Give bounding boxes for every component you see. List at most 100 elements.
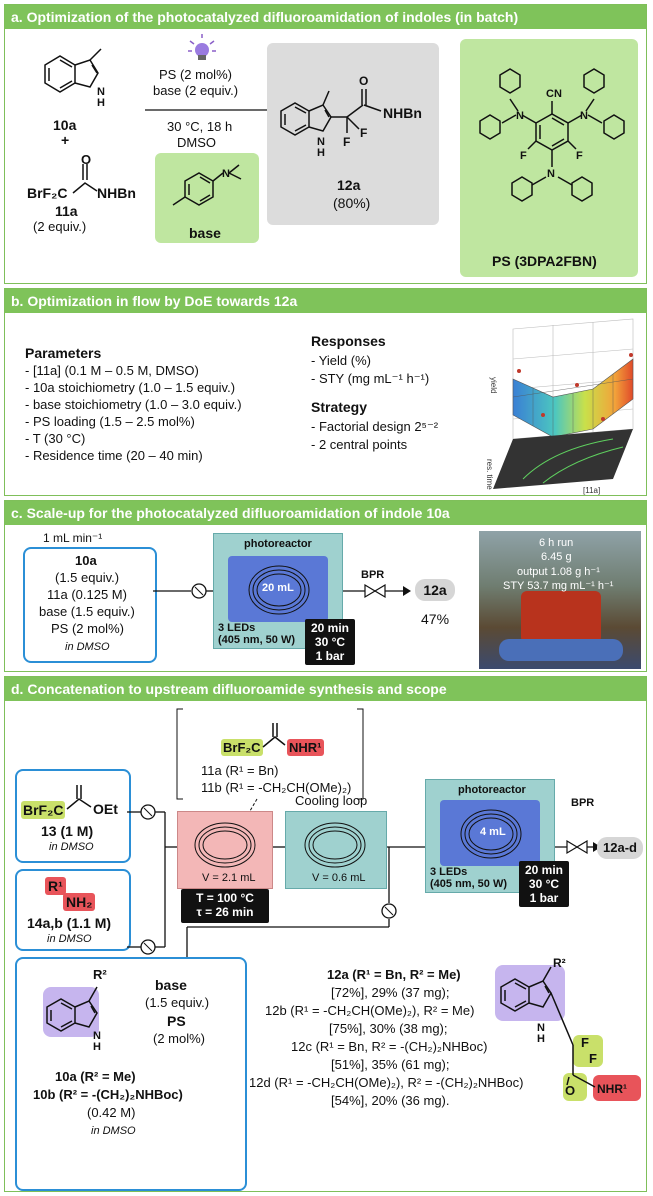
ps-3dpa2fbn-structure: CN N N N F F [479, 68, 625, 202]
feed-11a: 11a (0.125 M) [47, 587, 127, 602]
flow-lines-d [127, 804, 601, 967]
indole-base-equiv: (1.5 equiv.) [145, 995, 210, 1010]
cond-base: base (2 equiv.) [153, 83, 239, 98]
scope-12b: 12b (R¹ = -CH₂CH(OMe)₂), R² = Me) [265, 1003, 475, 1018]
svg-text:H: H [97, 97, 105, 109]
ester-formula: BrF₂C [21, 801, 66, 819]
reagent-11a-structure [82, 164, 88, 180]
indole-10a-structure: N H [44, 48, 105, 109]
indole-solvent: in DMSO [91, 1125, 136, 1137]
photoreactor-c-leds: 3 LEDs [218, 622, 256, 634]
svg-text:N: N [537, 1022, 545, 1034]
cooling-loop-label: Cooling loop [295, 793, 368, 808]
svg-text:N: N [222, 168, 230, 180]
ester-label: 13 (1 M) [41, 823, 94, 839]
photo-text-4: STY 53.7 mg mL⁻¹ h⁻¹ [503, 580, 614, 592]
feed-10a: 10a [75, 553, 97, 568]
svg-text:O: O [565, 1083, 575, 1098]
photoreactor-d-coil-icon [460, 809, 522, 859]
feed-base: base (1.5 equiv.) [39, 604, 135, 619]
strategy-1: - Factorial design 2⁵⁻² [311, 419, 439, 434]
purple-led-icon [188, 34, 216, 60]
panel-b: b. Optimization in flow by DoE towards 1… [4, 288, 647, 496]
indole-ps: PS [167, 1013, 186, 1029]
svg-text:O: O [359, 74, 368, 88]
cond-c-pressure: 1 bar [315, 649, 345, 663]
base-label: base [189, 225, 221, 241]
reagent-11a-label: 11a [55, 203, 78, 219]
product-12a-label: 12a [337, 177, 361, 193]
svg-text:CN: CN [546, 88, 562, 100]
panel-b-header: b. Optimization in flow by DoE towards 1… [5, 289, 646, 313]
amine-solvent: in DMSO [47, 933, 92, 945]
ps-label: PS (3DPA2FBN) [492, 253, 597, 269]
reactor-2: V = 0.6 mL [285, 811, 387, 889]
response-2: - STY (mg mL⁻¹ h⁻¹) [311, 371, 430, 386]
product-12a-yield: (80%) [333, 195, 371, 211]
strategy-title: Strategy [311, 399, 368, 415]
coil-icon [248, 565, 310, 615]
product-r2: R² [553, 956, 566, 970]
strategy-2: - 2 central points [311, 437, 408, 452]
product-d: 12a-d [597, 837, 643, 859]
param-2: - 10a stoichiometry (1.0 – 1.5 equiv.) [25, 380, 236, 395]
ester-box: BrF₂C OEt 13 (1 M) in DMSO [15, 769, 131, 863]
cond-box-c: 20 min 30 °C 1 bar [305, 619, 355, 665]
intermediate-group: NHR¹ [287, 739, 324, 756]
photoreactor-d-title: photoreactor [458, 784, 526, 796]
reactor-1-cond: T = 100 °C τ = 26 min [181, 889, 269, 923]
scope-12c-yield: [51%], 35% (61 mg); [331, 1057, 450, 1072]
param-4: - PS loading (1.5 – 2.5 mol%) [25, 414, 195, 429]
svg-text:F: F [360, 126, 367, 140]
cond-temp: 30 °C, 18 h [167, 119, 233, 134]
svg-text:H: H [317, 147, 325, 159]
param-3: - base stoichiometry (1.0 – 3.0 equiv.) [25, 397, 242, 412]
cond-d-temp: 30 °C [528, 877, 560, 891]
svg-text:H: H [93, 1041, 101, 1053]
reactor-2-coil [304, 822, 366, 868]
svg-text:F: F [520, 150, 527, 162]
photo-text-2: 6.45 g [541, 551, 572, 563]
svg-text:N: N [317, 136, 325, 148]
indole-conc: (0.42 M) [87, 1105, 136, 1120]
cond-c-time: 20 min [310, 621, 349, 635]
amine-label: 14a,b (1.1 M) [27, 915, 112, 931]
reactor-1-tau: τ = 26 min [196, 905, 254, 919]
panel-c-header: c. Scale-up for the photocatalyzed diflu… [5, 501, 646, 525]
base-box: N base [155, 153, 259, 243]
reactor-1-temp: T = 100 °C [196, 891, 254, 905]
panel-a: a. Optimization of the photocatalyzed di… [4, 4, 647, 284]
intermediate-11a: 11a (R¹ = Bn) [201, 763, 279, 778]
param-1: - [11a] (0.1 M – 0.5 M, DMSO) [25, 363, 199, 378]
svg-text:N: N [516, 110, 524, 122]
feed-box-c: 10a (1.5 equiv.) 11a (0.125 M) base (1.5… [23, 547, 157, 663]
responses-title: Responses [311, 333, 386, 349]
photoreactor-d-coil [440, 800, 540, 866]
photo-text-3: output 1.08 g h⁻¹ [517, 566, 600, 578]
product-12ad-structure: R² N H F F O NHR¹ [495, 956, 641, 1101]
scope-12d: 12d (R¹ = -CH₂CH(OMe)₂), R² = -(CH₂)₂NHB… [249, 1075, 524, 1090]
reactor-1: V = 2.1 mL [177, 811, 273, 889]
product-12a-box: O F F N H NHBn 12a (80%) [267, 43, 439, 225]
reagent-11a-formula: BrF₂C [27, 185, 68, 201]
cond-box-d: 20 min 30 °C 1 bar [519, 861, 569, 907]
photo-text-1: 6 h run [539, 537, 574, 549]
flow-line-c [153, 583, 411, 599]
cond-d-pressure: 1 bar [529, 891, 559, 905]
ester-bonds [66, 785, 92, 810]
product-c: 12a [415, 579, 455, 601]
product-12a-structure: O F F N H [280, 74, 382, 159]
indole-10ab-structure: N H [43, 986, 101, 1053]
indole-base: base [155, 977, 187, 993]
param-6: - Residence time (20 – 40 min) [25, 448, 203, 463]
indole-label-b: 10b (R² = -(CH₂)₂NHBoc) [33, 1087, 183, 1102]
reaction-arrow [145, 106, 275, 114]
product-group-d: NHR¹ [597, 1082, 627, 1096]
doe-surface-plot: yield res. time [11a] [485, 318, 634, 495]
reagent-11a-bonds [72, 182, 98, 194]
feed-solvent: in DMSO [65, 641, 110, 653]
photo-flask [521, 591, 601, 643]
scope-12b-yield: [75%], 30% (38 mg); [329, 1021, 448, 1036]
svg-text:N: N [547, 168, 555, 180]
panel-c: c. Scale-up for the photocatalyzed diflu… [4, 500, 647, 672]
